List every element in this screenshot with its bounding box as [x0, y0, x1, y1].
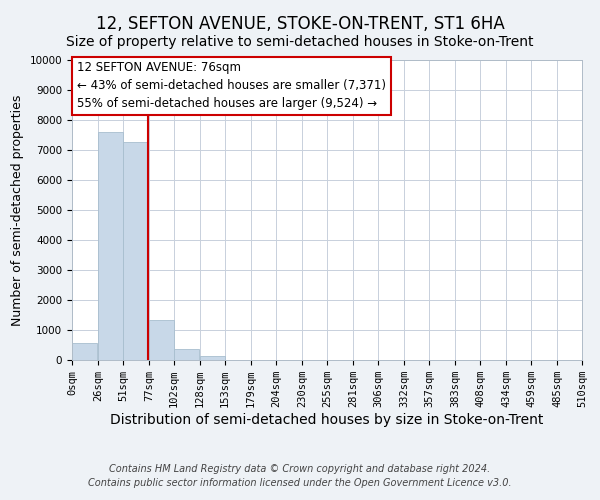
Bar [98, 132, 123, 360]
Bar [174, 350, 199, 360]
X-axis label: Distribution of semi-detached houses by size in Stoke-on-Trent: Distribution of semi-detached houses by … [110, 413, 544, 427]
Bar [72, 343, 97, 360]
Bar [123, 142, 148, 360]
Bar [149, 320, 174, 360]
Text: 12 SEFTON AVENUE: 76sqm
← 43% of semi-detached houses are smaller (7,371)
55% of: 12 SEFTON AVENUE: 76sqm ← 43% of semi-de… [77, 62, 386, 110]
Text: Contains HM Land Registry data © Crown copyright and database right 2024.
Contai: Contains HM Land Registry data © Crown c… [88, 464, 512, 487]
Y-axis label: Number of semi-detached properties: Number of semi-detached properties [11, 94, 24, 326]
Text: Size of property relative to semi-detached houses in Stoke-on-Trent: Size of property relative to semi-detach… [66, 35, 534, 49]
Text: 12, SEFTON AVENUE, STOKE-ON-TRENT, ST1 6HA: 12, SEFTON AVENUE, STOKE-ON-TRENT, ST1 6… [95, 15, 505, 33]
Bar [200, 356, 225, 360]
